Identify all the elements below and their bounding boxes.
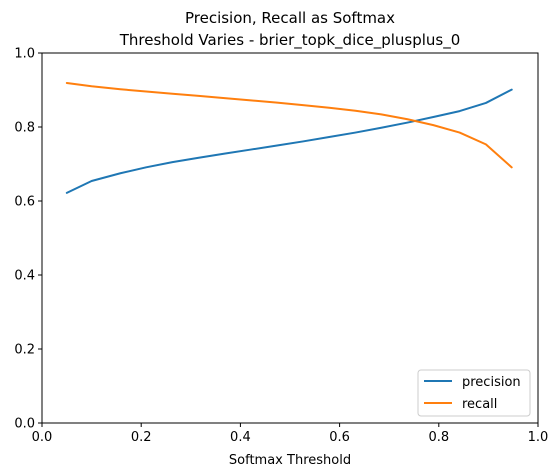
x-tick-label: 0.8 <box>428 430 449 445</box>
series-layer <box>65 81 513 194</box>
chart-title-line-2: Threshold Varies - brier_topk_dice_plusp… <box>119 31 461 50</box>
x-axis-ticks: 0.0 0.2 0.4 0.6 0.8 1.0 <box>32 423 549 445</box>
plot-frame <box>41 52 539 424</box>
chart-title-line-1: Precision, Recall as Softmax <box>185 9 395 27</box>
y-tick-label: 0.0 <box>14 417 35 432</box>
x-tick-label: 0.6 <box>329 430 350 445</box>
y-tick-label: 0.8 <box>14 121 35 136</box>
x-axis-label: Softmax Threshold <box>229 453 351 468</box>
series-line-precision <box>65 88 513 194</box>
x-tick-label: 0.0 <box>32 430 53 445</box>
legend-label-precision: precision <box>462 375 521 390</box>
legend-label-recall: recall <box>462 397 497 412</box>
x-tick-label: 0.2 <box>131 430 152 445</box>
x-tick-label: 1.0 <box>528 430 549 445</box>
y-axis-ticks: 0.0 0.2 0.4 0.6 0.8 1.0 <box>14 47 42 432</box>
x-tick-label: 0.4 <box>230 430 251 445</box>
legend: precision recall <box>417 369 531 417</box>
y-tick-label: 0.6 <box>14 195 35 210</box>
y-tick-label: 0.4 <box>14 269 35 284</box>
series-line-recall <box>65 81 513 169</box>
y-tick-label: 0.2 <box>14 343 35 358</box>
y-tick-label: 1.0 <box>14 47 35 62</box>
